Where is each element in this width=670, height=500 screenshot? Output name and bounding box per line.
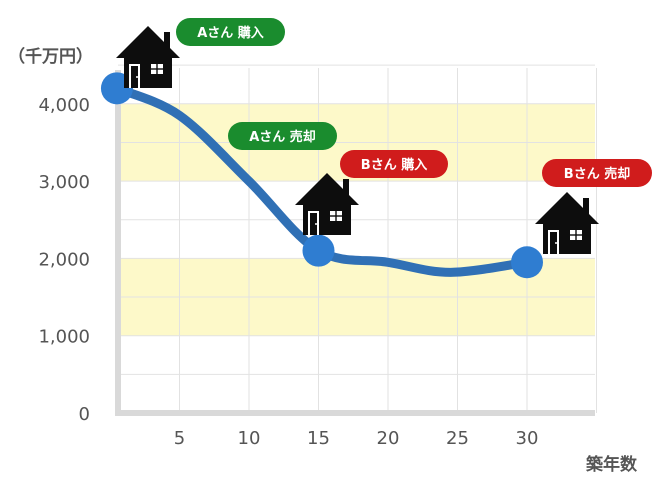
house-icon <box>116 26 180 88</box>
house-icon <box>295 173 359 235</box>
x-tick-label: 15 <box>307 428 330 449</box>
annotation-pill-bg <box>228 122 337 150</box>
annotation-pill: Bさん 売却 <box>542 159 652 187</box>
annotation-label: Aさん 購入 <box>197 25 264 41</box>
y-tick-labels: 0 1,000 2,000 3,000 4,000 <box>38 95 90 425</box>
x-tick-label: 20 <box>377 428 400 449</box>
y-unit-label: （千万円） <box>8 46 93 67</box>
x-tick-label: 10 <box>238 428 261 449</box>
annotation-label: Aさん 売却 <box>249 129 316 145</box>
annotation-pill: Aさん 購入 <box>176 18 285 46</box>
annotations: Aさん 購入 Aさん 売却 Bさん 購入 Bさん 売却 <box>176 18 652 187</box>
annotation-label: Bさん 購入 <box>361 157 427 173</box>
y-tick-label: 3,000 <box>38 172 90 193</box>
axes <box>115 70 595 416</box>
x-axis-label: 築年数 <box>585 454 638 475</box>
annotation-label: Bさん 売却 <box>564 166 630 182</box>
house-icon <box>535 192 599 254</box>
x-tick-label: 25 <box>446 428 469 449</box>
y-tick-label: 0 <box>79 404 90 425</box>
x-tick-label: 30 <box>516 428 539 449</box>
annotation-pill-bg <box>542 159 652 187</box>
annotation-pill: Bさん 購入 <box>340 150 448 178</box>
x-tick-label: 5 <box>174 428 185 449</box>
x-tick-labels: 5 10 15 20 25 30 <box>174 428 539 449</box>
data-point-marker <box>302 234 335 267</box>
data-point-marker <box>511 246 543 279</box>
y-tick-label: 2,000 <box>38 249 90 270</box>
y-tick-label: 1,000 <box>38 327 90 348</box>
y-tick-label: 4,000 <box>38 95 90 116</box>
annotation-pill-bg <box>340 150 448 178</box>
annotation-pill-bg <box>176 18 285 46</box>
annotation-pill: Aさん 売却 <box>228 122 337 150</box>
